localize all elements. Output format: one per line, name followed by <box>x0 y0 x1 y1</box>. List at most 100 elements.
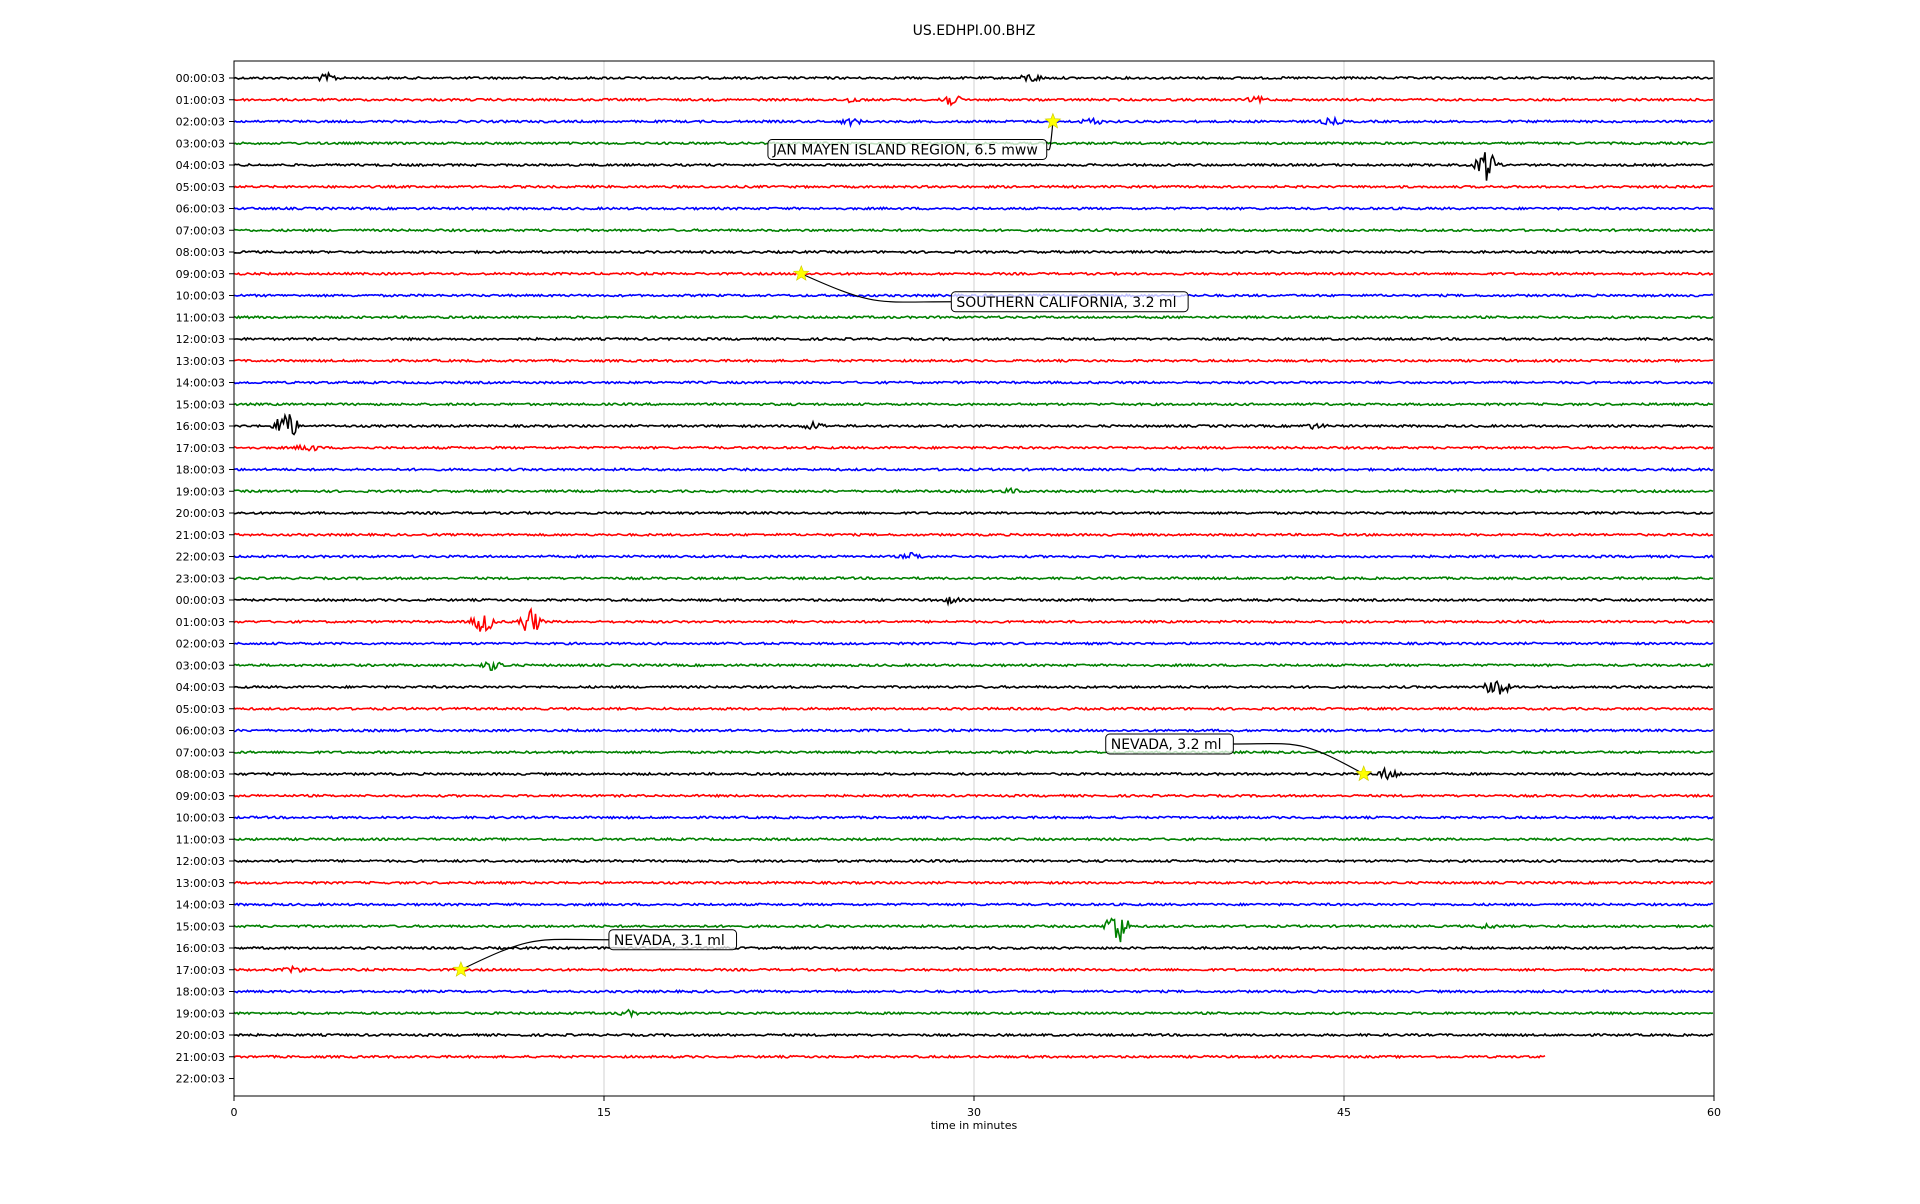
x-tick-label: 45 <box>1337 1106 1351 1119</box>
y-tick-label: 05:00:03 <box>176 703 225 716</box>
y-tick-label: 11:00:03 <box>176 311 225 324</box>
seismic-trace <box>233 152 1714 181</box>
y-tick-label: 17:00:03 <box>176 964 225 977</box>
seismic-trace <box>233 551 1714 560</box>
seismic-trace <box>233 358 1714 364</box>
seismic-trace <box>233 271 1714 277</box>
seismic-trace <box>234 596 1714 607</box>
x-tick-label: 0 <box>231 1106 238 1119</box>
event-connector <box>460 938 609 971</box>
seismic-trace <box>233 249 1714 255</box>
y-tick-label: 05:00:03 <box>176 181 225 194</box>
seismic-trace <box>233 467 1714 472</box>
event-label: SOUTHERN CALIFORNIA, 3.2 ml <box>956 295 1176 311</box>
seismic-trace <box>233 1008 1714 1019</box>
y-tick-label: 21:00:03 <box>176 1051 225 1064</box>
y-tick-label: 20:00:03 <box>176 507 225 520</box>
y-tick-label: 22:00:03 <box>176 551 225 564</box>
y-tick-label: 12:00:03 <box>176 333 225 346</box>
seismic-trace <box>233 575 1714 581</box>
seismic-trace <box>233 728 1714 733</box>
seismic-trace <box>233 902 1714 907</box>
y-tick-label: 21:00:03 <box>176 529 225 542</box>
y-tick-label: 06:00:03 <box>176 203 225 216</box>
y-tick-label: 19:00:03 <box>176 485 225 498</box>
seismic-trace <box>233 412 1714 436</box>
y-tick-label: 01:00:03 <box>176 94 225 107</box>
x-tick-labels: 0 15 30 45 60 <box>231 1096 1721 1119</box>
seismic-trace <box>233 70 1714 84</box>
y-tick-label: 08:00:03 <box>176 768 225 781</box>
x-tick-label: 15 <box>597 1106 611 1119</box>
y-tick-label: 04:00:03 <box>176 159 225 172</box>
event-star-marker <box>1355 765 1373 782</box>
seismic-trace <box>233 660 1714 672</box>
seismic-trace <box>233 641 1714 646</box>
y-tick-label: 01:00:03 <box>176 616 225 629</box>
y-tick-label: 03:00:03 <box>176 659 225 672</box>
y-tick-label: 09:00:03 <box>176 790 225 803</box>
y-tick-label: 09:00:03 <box>176 268 225 281</box>
seismic-trace <box>233 989 1714 995</box>
x-tick-label: 30 <box>967 1106 981 1119</box>
seismic-trace <box>233 115 1714 129</box>
event-connector <box>1046 121 1054 151</box>
seismic-trace <box>233 380 1714 385</box>
x-tick-label: 60 <box>1707 1106 1721 1119</box>
seismic-trace <box>233 793 1714 799</box>
seismic-trace <box>233 227 1714 233</box>
event-star-marker <box>792 264 810 281</box>
seismic-trace <box>233 532 1714 538</box>
seismic-trace <box>233 94 1714 107</box>
event-connector <box>801 273 952 303</box>
seismic-trace <box>233 443 1714 452</box>
event-star-marker <box>1044 112 1062 129</box>
y-tick-label: 18:00:03 <box>176 986 225 999</box>
y-tick-label: 15:00:03 <box>176 920 225 933</box>
y-tick-label: 16:00:03 <box>176 942 225 955</box>
y-tick-label: 00:00:03 <box>176 72 225 85</box>
seismic-trace <box>233 917 1714 943</box>
event-label: JAN MAYEN ISLAND REGION, 6.5 mww <box>772 143 1038 159</box>
seismic-trace <box>233 964 1714 975</box>
y-tick-label: 18:00:03 <box>176 464 225 477</box>
y-tick-label: 17:00:03 <box>176 442 225 455</box>
y-tick-label: 16:00:03 <box>176 420 225 433</box>
seismic-trace <box>233 486 1714 494</box>
y-tick-label: 10:00:03 <box>176 290 225 303</box>
seismic-trace <box>233 815 1714 820</box>
seismic-trace <box>233 314 1714 320</box>
y-tick-labels: 00:00:03 01:00:03 02:00:03 03:00:03 04:00:03… <box>176 72 234 1086</box>
y-tick-label: 15:00:03 <box>176 398 225 411</box>
seismic-trace <box>233 206 1714 211</box>
y-tick-label: 03:00:03 <box>176 137 225 150</box>
event-label-box <box>608 929 738 951</box>
trace-layer <box>233 70 1714 1060</box>
event-label-box <box>767 139 1048 160</box>
seismic-trace <box>233 1032 1714 1038</box>
event-label: NEVADA, 3.2 ml <box>1111 737 1222 753</box>
y-tick-label: 13:00:03 <box>176 355 225 368</box>
y-tick-label: 07:00:03 <box>176 746 225 759</box>
seismic-trace <box>233 606 1714 633</box>
y-tick-label: 12:00:03 <box>176 855 225 868</box>
event-label-box <box>950 291 1189 313</box>
seismic-trace <box>233 1054 1546 1060</box>
seismic-trace <box>233 836 1714 842</box>
y-tick-label: 10:00:03 <box>176 812 225 825</box>
y-tick-label: 22:00:03 <box>176 1073 225 1086</box>
y-tick-label: 11:00:03 <box>176 833 225 846</box>
y-tick-label: 23:00:03 <box>176 572 225 585</box>
y-tick-label: 07:00:03 <box>176 224 225 237</box>
y-tick-label: 13:00:03 <box>176 877 225 890</box>
seismic-trace <box>233 706 1714 712</box>
y-tick-label: 02:00:03 <box>176 116 225 129</box>
chart-title: US.EDHPI.00.BHZ <box>913 23 1036 39</box>
seismic-trace <box>233 765 1714 781</box>
seismic-trace <box>233 880 1714 886</box>
seismic-trace <box>233 858 1714 864</box>
y-tick-label: 02:00:03 <box>176 638 225 651</box>
event-label: NEVADA, 3.1 ml <box>614 933 725 949</box>
